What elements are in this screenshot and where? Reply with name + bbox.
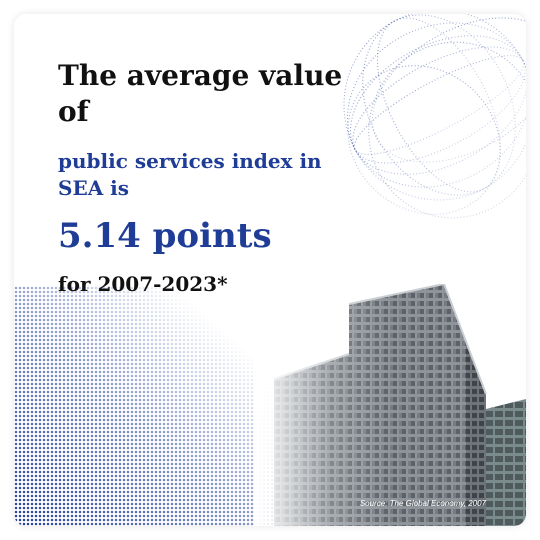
subhead-text: public services index in SEA is: [58, 149, 322, 200]
source-caption: Source: The Global Economy, 2007: [359, 499, 486, 508]
period-text: for 2007-2023*: [58, 272, 228, 296]
halftone-dot-graphic: [14, 286, 284, 526]
index-value: 5.14 points: [58, 216, 272, 256]
office-building-photo: [254, 284, 526, 526]
headline-text: The average value of: [58, 59, 343, 128]
dotted-sphere-graphic: [343, 14, 526, 219]
infographic-card: The average value of public services ind…: [14, 14, 526, 526]
